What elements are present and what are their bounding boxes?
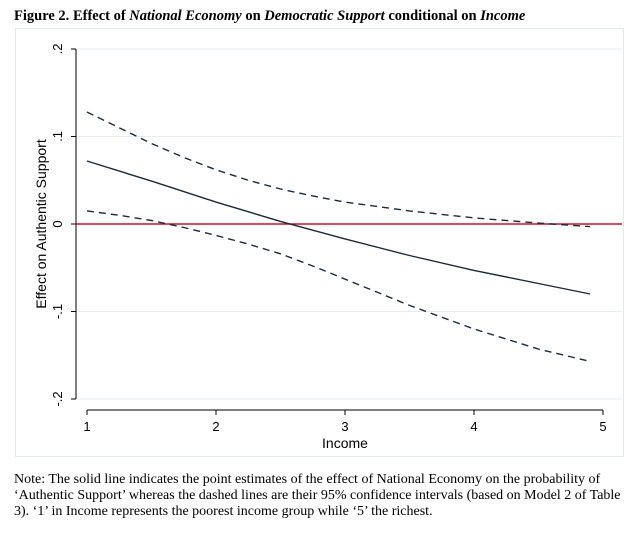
x-tick-label-0: 1 [83,419,90,434]
figure-note: Note: The solid line indicates the point… [14,472,621,519]
chart-svg: -.2 -.1 0 .1 .2 Effect on Authentic Support 1 2… [33,44,622,451]
point-estimate-line [86,160,591,295]
title-var-income: Income [480,8,526,24]
x-tick-label-4: 5 [599,419,606,434]
x-axis-title: Income [322,435,368,451]
y-tick-label-4: .2 [50,44,65,55]
y-tick-label-3: .1 [50,131,65,142]
y-tick-label-0: -.2 [50,391,65,406]
title-text-1: Effect of [69,8,130,24]
x-tick-label-3: 4 [470,419,477,434]
x-tick-label-1: 2 [212,419,219,434]
y-tick-label-1: -.1 [50,304,65,319]
figure-label: Figure 2. [14,8,70,24]
title-var-democratic-support: Democratic Support [264,8,385,24]
upper-ci-line [86,111,591,228]
plot-region [15,28,624,457]
y-axis-title: Effect on Authentic Support [33,139,49,309]
figure-title: Figure 2. Effect of National Economy on … [14,8,525,25]
title-var-national-economy: National Economy [129,8,242,24]
title-text-3: conditional on [384,8,481,24]
lower-ci-line [86,210,591,363]
y-tick-label-2: 0 [50,220,65,227]
x-tick-label-2: 3 [341,419,348,434]
title-text-2: on [241,8,265,24]
